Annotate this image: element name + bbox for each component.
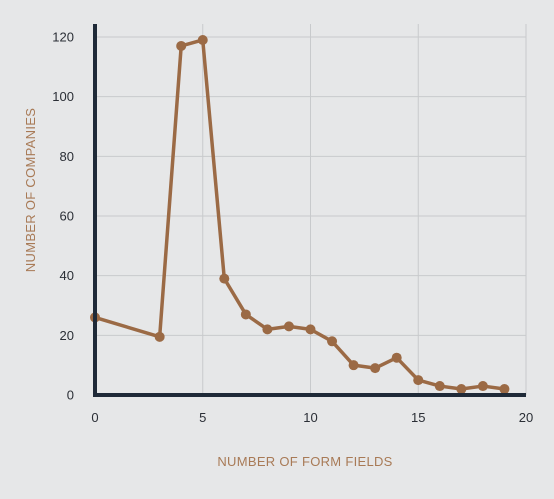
data-point (219, 273, 230, 284)
series-layer (90, 34, 510, 395)
data-point (499, 384, 510, 395)
data-point (327, 336, 338, 347)
data-point (413, 375, 424, 386)
x-tick-label: 20 (519, 410, 533, 425)
data-point (197, 34, 208, 45)
data-point (434, 381, 445, 392)
data-point (305, 324, 316, 335)
y-tick-label: 100 (52, 89, 74, 104)
y-tick-label: 120 (52, 30, 74, 45)
y-tick-label: 60 (60, 209, 74, 224)
data-point (348, 360, 359, 371)
y-axis-label: NUMBER OF COMPANIES (23, 108, 38, 272)
x-tick-label: 10 (303, 410, 317, 425)
data-point (262, 324, 273, 335)
y-tick-label: 40 (60, 268, 74, 283)
y-tick-label: 0 (67, 388, 74, 403)
x-axis-label: NUMBER OF FORM FIELDS (217, 454, 392, 469)
data-point (283, 321, 294, 332)
data-point (456, 384, 467, 395)
tick-labels: 0 20 40 60 80 100 120 0 5 10 15 20 (52, 30, 533, 426)
grid (95, 24, 527, 395)
data-point (477, 381, 488, 392)
x-tick-label: 0 (91, 410, 98, 425)
data-point (240, 309, 251, 320)
x-tick-label: 5 (199, 410, 206, 425)
data-point (370, 363, 381, 374)
data-point (176, 40, 187, 51)
y-tick-label: 20 (60, 328, 74, 343)
data-point (154, 331, 165, 342)
axes (93, 24, 526, 397)
y-tick-label: 80 (60, 149, 74, 164)
x-tick-label: 15 (411, 410, 425, 425)
data-point (391, 352, 402, 363)
